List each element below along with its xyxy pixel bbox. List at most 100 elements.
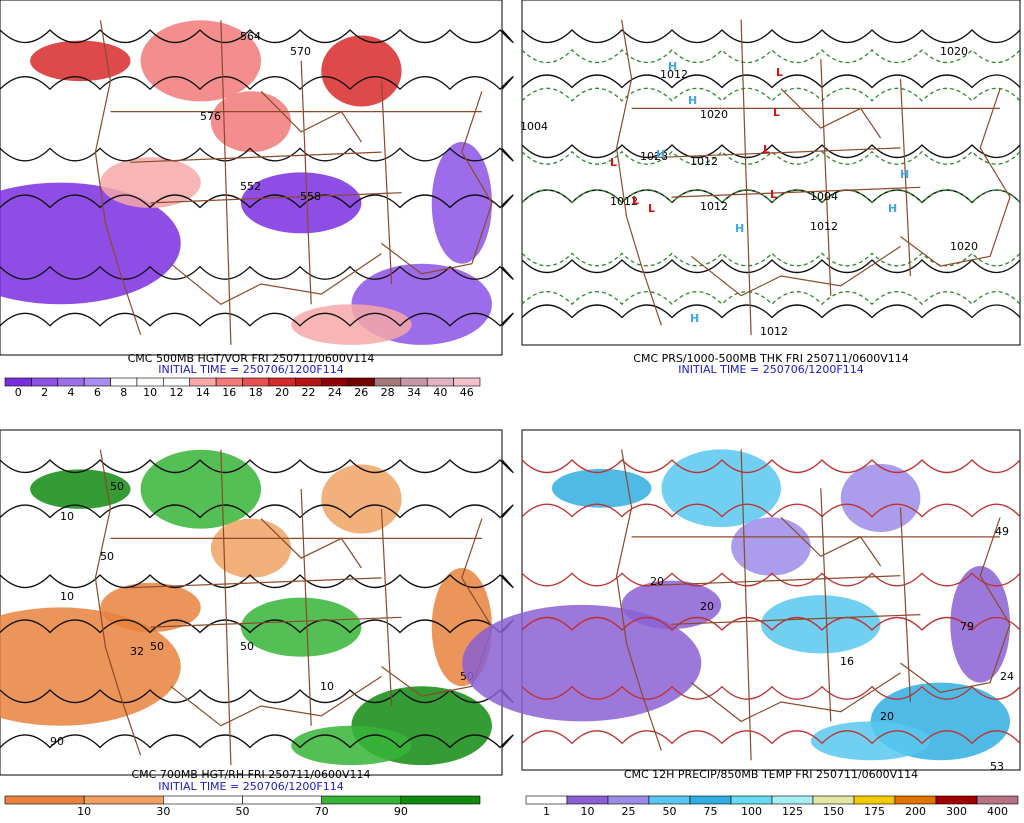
colorbar-label: 25 — [622, 805, 636, 818]
colorbar-swatch — [426, 377, 454, 387]
shaded-area — [731, 517, 811, 576]
colorbar-label: 175 — [864, 805, 885, 818]
colorbar-label: 8 — [120, 386, 127, 399]
shaded-area — [140, 449, 262, 529]
colorbar-label: 100 — [741, 805, 762, 818]
contour — [521, 304, 1021, 319]
colorbar-label: 24 — [328, 386, 342, 399]
initial-time: INITIAL TIME = 250706/1200F114 — [158, 780, 343, 793]
contour-label: 20 — [650, 575, 664, 588]
border — [260, 90, 362, 143]
pressure-center: H — [656, 148, 665, 161]
colorbar-label: 0 — [15, 386, 22, 399]
contour — [0, 29, 514, 44]
contour — [521, 29, 1021, 44]
pressure-center: H — [735, 222, 744, 235]
contour-label: 24 — [1000, 670, 1014, 683]
border — [671, 614, 921, 625]
shaded-area — [761, 595, 881, 654]
colorbar-swatch — [268, 377, 296, 387]
contour-label: 1004 — [810, 190, 838, 203]
colorbar-swatch — [347, 377, 375, 387]
colorbar-swatch — [400, 795, 481, 805]
colorbar-label: 2 — [41, 386, 48, 399]
contour-label: 50 — [110, 480, 124, 493]
border — [740, 449, 752, 761]
colorbar-swatch — [110, 377, 138, 387]
border — [150, 616, 402, 628]
pressure-center: H — [688, 94, 697, 107]
colorbar-label: 14 — [196, 386, 210, 399]
pressure-center: L — [648, 202, 655, 215]
colorbar-swatch — [31, 377, 59, 387]
contour-label: 1012 — [610, 195, 638, 208]
border — [94, 20, 142, 335]
pressure-center: L — [632, 194, 639, 207]
shaded-area — [140, 20, 262, 102]
border — [651, 147, 901, 159]
colorbar-swatch — [976, 795, 1019, 805]
border — [780, 516, 882, 567]
shaded-area — [551, 468, 652, 508]
map-panel: 1012 1004 1020 1028 1012 1012 1012 1004 1012 1020… — [520, 0, 1021, 376]
colorbar-label: 1 — [543, 805, 550, 818]
colorbar-label: 28 — [381, 386, 395, 399]
contour — [521, 259, 1021, 274]
contour — [0, 194, 514, 209]
pressure-center: L — [773, 106, 780, 119]
contour-label: 1012 — [760, 325, 788, 338]
border — [94, 449, 142, 756]
border — [170, 253, 382, 306]
border — [671, 186, 921, 198]
contour-label: 1020 — [940, 45, 968, 58]
colorbar-swatch — [730, 795, 773, 805]
shaded-area — [100, 582, 201, 633]
contour-label: 90 — [50, 735, 64, 748]
contour-label: 1004 — [520, 120, 548, 133]
border — [690, 672, 901, 723]
pressure-center: H — [900, 168, 909, 181]
contour — [521, 459, 1021, 474]
colorbar-label: 10 — [77, 805, 91, 818]
shaded-area — [321, 464, 402, 534]
contour — [521, 49, 1021, 64]
border — [150, 192, 402, 204]
contour — [0, 619, 514, 634]
contour-label: 49 — [995, 525, 1009, 538]
shaded-area — [431, 142, 492, 264]
pressure-center: L — [770, 188, 777, 201]
contour — [521, 87, 1021, 102]
contour-label: 20 — [880, 710, 894, 723]
contour-label: 50 — [150, 640, 164, 653]
colorbar-label: 46 — [460, 386, 474, 399]
contour — [0, 76, 514, 91]
contour — [0, 689, 514, 704]
colorbar-label: 50 — [236, 805, 250, 818]
colorbar-swatch — [136, 377, 164, 387]
colorbar-swatch — [400, 377, 428, 387]
border — [300, 60, 312, 305]
contour — [521, 685, 1021, 700]
contour — [521, 189, 1021, 204]
colorbar-swatch — [935, 795, 978, 805]
colorbar-swatch — [83, 377, 111, 387]
contour-label: 576 — [200, 110, 221, 123]
colorbar-swatch — [83, 795, 164, 805]
contour — [521, 74, 1021, 89]
map-frame — [521, 0, 1021, 346]
colorbar-label: 22 — [301, 386, 315, 399]
contour — [521, 572, 1021, 587]
shaded-area — [30, 40, 131, 82]
contour — [0, 265, 514, 280]
colorbar-swatch — [321, 795, 402, 805]
colorbar-swatch — [566, 795, 609, 805]
colorbar-swatch — [57, 377, 85, 387]
shaded-area — [840, 464, 921, 532]
map-title: CMC 12H PRECIP/850MB TEMP FRI 250711/060… — [624, 768, 918, 781]
pressure-center: H — [690, 312, 699, 325]
border — [260, 518, 362, 569]
colorbar-label: 12 — [170, 386, 184, 399]
contour — [0, 504, 514, 519]
contour-label: 79 — [960, 620, 974, 633]
shaded-area — [240, 597, 362, 657]
